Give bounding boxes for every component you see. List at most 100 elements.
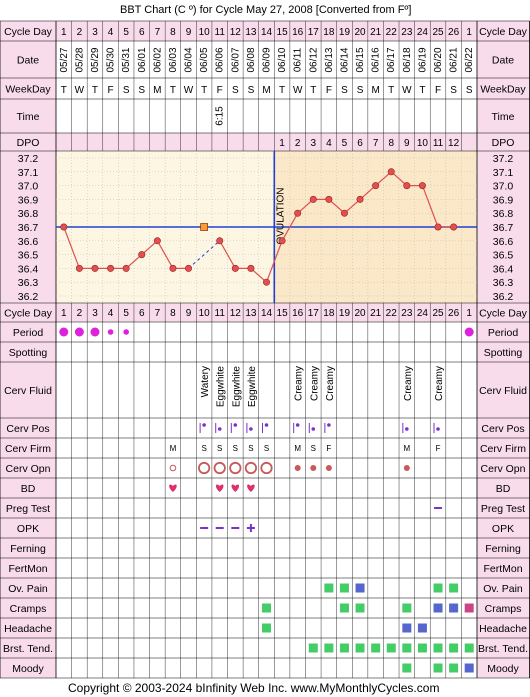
weekday-letter: S: [232, 85, 239, 96]
row-label-bg: [0, 303, 56, 322]
cycle-day-number-bottom: 19: [339, 308, 351, 319]
cerv-pos-dot: [264, 423, 269, 427]
y-tick-left: 36.5: [18, 250, 39, 262]
dpo-number: 12: [448, 138, 460, 149]
row-label-right-cerv_fluid: Cerv Fluid: [479, 385, 527, 397]
row-label-weekday: WeekDay: [5, 84, 51, 96]
period-dot: [123, 329, 129, 335]
cycle-day-number: 15: [277, 27, 289, 38]
cycle-day-number: 6: [139, 27, 145, 38]
row-label-bg: [0, 658, 56, 678]
row-label-right-cycle_day2: Cycle Day: [479, 308, 528, 320]
weekday-letter: T: [201, 85, 207, 96]
weekday-letter: F: [217, 85, 223, 96]
cycle-day-number: 14: [261, 27, 273, 38]
weekday-letter: F: [326, 85, 332, 96]
weekday-letter: T: [419, 85, 425, 96]
headache-marker: [402, 623, 412, 633]
date-label: 06/07: [230, 47, 241, 72]
weekday-letter: F: [108, 85, 114, 96]
cerv-firm-letter: M: [403, 444, 410, 453]
dpo-number: 9: [404, 138, 410, 149]
temperature-point: [231, 264, 239, 272]
row-label-bg: [0, 41, 56, 78]
row-label-bg: [477, 438, 530, 458]
headache-marker: [417, 623, 427, 633]
cerv-fluid-label: Creamy: [294, 366, 305, 401]
dpo-number: 7: [373, 138, 379, 149]
cerv-firm-letter: F: [326, 444, 331, 453]
row-label-right-cerv_opn: Cerv Opn: [481, 463, 526, 475]
row-label-bg: [477, 638, 530, 658]
cycle-day-number-bottom: 11: [215, 308, 226, 319]
date-label: 06/18: [402, 47, 413, 72]
y-tick-right: 36.6: [493, 236, 514, 248]
cerv-fluid-label: Creamy: [309, 366, 320, 401]
ov-pain-marker: [355, 583, 365, 593]
date-label: 06/01: [137, 47, 148, 72]
temperature-point: [294, 209, 302, 217]
axis-left-bg: [0, 151, 56, 303]
row-label-brst_tend: Brst. Tend.: [3, 643, 53, 655]
temperature-point: [153, 237, 161, 245]
row-label-right-cycle_day: Cycle Day: [479, 26, 528, 38]
date-label: 06/09: [262, 47, 273, 72]
row-label-bg: [477, 618, 530, 638]
y-tick-right: 36.8: [493, 208, 514, 220]
date-label: 06/15: [355, 47, 366, 72]
y-tick-right: 36.9: [493, 194, 514, 206]
cerv-fluid-label: Creamy: [434, 366, 445, 401]
row-label-bg: [0, 99, 56, 133]
cycle-day-number: 2: [77, 27, 83, 38]
moody-marker: [433, 663, 443, 673]
date-label: 05/29: [90, 47, 101, 72]
cycle-day-number-bottom: 13: [245, 308, 257, 319]
row-label-bg: [477, 478, 530, 498]
cerv-opn-dot: [403, 465, 410, 471]
temperature-gap-line: [188, 240, 221, 269]
temperature-point: [107, 264, 115, 272]
cycle-day-number: 12: [230, 27, 242, 38]
row-label-right-headache: Headache: [479, 623, 527, 635]
cerv-fluid-label: Eggwhite: [247, 366, 258, 408]
row-label-right-fertmon: FertMon: [483, 563, 522, 575]
cramps-marker: [433, 603, 443, 613]
moody-marker: [402, 663, 412, 673]
cycle-day-number-bottom: 21: [370, 308, 382, 319]
cycle-day-number: 3: [92, 27, 98, 38]
date-label: 06/08: [246, 47, 257, 72]
row-label-ferning: Ferning: [10, 543, 46, 555]
weekday-letter: S: [248, 85, 255, 96]
row-label-right-spotting: Spotting: [484, 347, 523, 359]
weekday-letter: S: [357, 85, 364, 96]
cerv-firm-letter: S: [311, 444, 316, 453]
row-label-fertmon: FertMon: [8, 563, 47, 575]
row-label-bg: [477, 658, 530, 678]
cycle-day-number: 22: [386, 27, 398, 38]
row-label-cycle_day2: Cycle Day: [4, 308, 53, 320]
brst-tend-marker: [371, 643, 381, 653]
row-label-bg: [477, 21, 530, 41]
date-label: 06/14: [339, 47, 350, 72]
cerv-opn-circle: [260, 461, 273, 475]
row-label-cerv_firm: Cerv Firm: [5, 443, 51, 455]
cycle-day-number-bottom: 16: [292, 308, 304, 319]
cerv-opn-dot: [294, 465, 301, 471]
cycle-day-number-bottom: 12: [230, 308, 242, 319]
row-label-bg: [0, 618, 56, 638]
date-label: 05/28: [74, 47, 85, 72]
cycle-day-number-bottom: 4: [108, 308, 114, 319]
temperature-point: [138, 251, 146, 259]
brst-tend-marker: [355, 643, 365, 653]
cerv-fluid-label: Creamy: [403, 366, 414, 401]
cycle-day-number: 23: [401, 27, 413, 38]
dpo-number: 1: [279, 138, 285, 149]
temperature-point: [169, 264, 177, 272]
cycle-day-number-bottom: 7: [155, 308, 161, 319]
cycle-day-number: 19: [339, 27, 351, 38]
cycle-day-number-bottom: 1: [466, 308, 472, 319]
row-label-bg: [477, 458, 530, 478]
y-tick-right: 37.2: [493, 153, 514, 165]
row-label-moody: Moody: [12, 663, 44, 675]
cramps-marker: [449, 603, 459, 613]
